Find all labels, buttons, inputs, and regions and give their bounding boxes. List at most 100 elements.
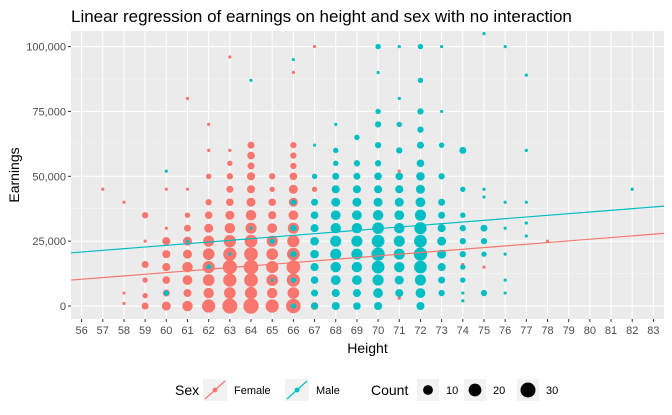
data-point-male [290, 250, 297, 258]
data-point-male [374, 301, 383, 311]
data-point-male [481, 251, 487, 257]
data-point-male [374, 185, 383, 194]
data-point-male [310, 211, 319, 220]
legend: Sex Female Male Count 10 20 30 [175, 379, 558, 401]
data-point-female [266, 248, 279, 260]
data-point-male [270, 278, 274, 282]
data-point-male [331, 197, 341, 207]
data-point-female [143, 239, 147, 243]
data-point-female [164, 226, 168, 230]
data-point-female [141, 302, 149, 310]
data-point-male [438, 198, 446, 206]
data-point-female [122, 200, 126, 204]
data-point-male [397, 44, 401, 49]
data-point-male [396, 147, 403, 154]
data-point-male [353, 302, 361, 310]
x-tick-label: 73 [436, 325, 448, 337]
data-point-male [437, 236, 447, 246]
data-point-female [226, 185, 234, 193]
data-point-male [415, 197, 426, 208]
data-point-female [286, 260, 301, 274]
data-point-male [334, 122, 338, 127]
data-point-female [267, 223, 278, 234]
data-point-male [352, 275, 362, 285]
data-point-female [183, 289, 192, 298]
data-point-female [142, 292, 148, 299]
data-point-male [330, 248, 342, 260]
data-point-female [182, 261, 193, 273]
data-point-female [482, 265, 486, 269]
grid-minor [71, 78, 664, 274]
data-point-male [371, 234, 385, 248]
legend-key-point [294, 387, 300, 393]
data-point-male [330, 222, 341, 234]
data-point-male [503, 44, 507, 49]
data-point-female [269, 186, 275, 192]
data-points [101, 31, 634, 314]
data-point-female [162, 276, 171, 284]
data-point-female [265, 299, 279, 313]
data-point-male [482, 31, 486, 36]
data-point-male [331, 301, 340, 311]
data-point-male [460, 186, 466, 192]
data-point-male [352, 289, 361, 298]
data-point-male [417, 126, 424, 133]
data-point-female [311, 186, 318, 192]
x-tick-label: 75 [478, 325, 490, 337]
data-point-female [247, 141, 255, 149]
data-point-male [524, 234, 528, 238]
data-point-male [310, 276, 319, 284]
data-point-male [480, 289, 488, 297]
data-point-male [373, 197, 383, 207]
data-point-male [311, 198, 319, 206]
data-point-female [202, 299, 216, 313]
data-point-male [375, 108, 381, 115]
data-point-male [503, 291, 507, 295]
data-point-male [374, 121, 382, 128]
data-point-male [353, 160, 361, 167]
data-point-male [503, 226, 507, 230]
data-point-male [503, 278, 507, 282]
data-point-male [376, 70, 380, 75]
data-point-male [331, 185, 340, 194]
data-point-female [312, 44, 317, 49]
data-point-male [438, 142, 445, 148]
data-point-female [184, 212, 191, 218]
data-point-male [459, 250, 466, 258]
data-point-male [371, 260, 385, 274]
data-point-female [182, 300, 193, 312]
data-point-male [414, 209, 426, 221]
data-point-male [482, 187, 486, 191]
data-point-female [244, 247, 258, 261]
legend-label-male: Male [316, 385, 340, 397]
data-point-female [288, 210, 299, 221]
data-point-female [161, 301, 171, 311]
data-point-male [416, 141, 424, 149]
data-point-male [396, 121, 402, 128]
data-point-male [480, 224, 488, 232]
data-point-male [480, 238, 488, 245]
data-point-female [226, 198, 234, 207]
data-point-male [461, 291, 465, 295]
data-point-male [440, 109, 444, 114]
data-point-male [459, 238, 466, 245]
data-point-female [291, 70, 295, 75]
data-point-male [437, 224, 446, 233]
data-point-male [460, 277, 466, 283]
x-tick-label: 58 [118, 325, 130, 337]
data-point-male [310, 224, 319, 233]
x-tick-label: 67 [308, 325, 320, 337]
data-point-female [164, 187, 168, 191]
data-point-female [202, 274, 215, 286]
data-point-male [374, 172, 382, 181]
data-point-female [222, 298, 238, 314]
data-point-male [185, 239, 190, 243]
data-point-female [223, 287, 236, 299]
data-point-male [228, 252, 232, 256]
data-point-female [244, 273, 258, 287]
data-point-female [223, 273, 237, 287]
data-point-male [163, 290, 169, 296]
data-point-female [226, 173, 233, 180]
